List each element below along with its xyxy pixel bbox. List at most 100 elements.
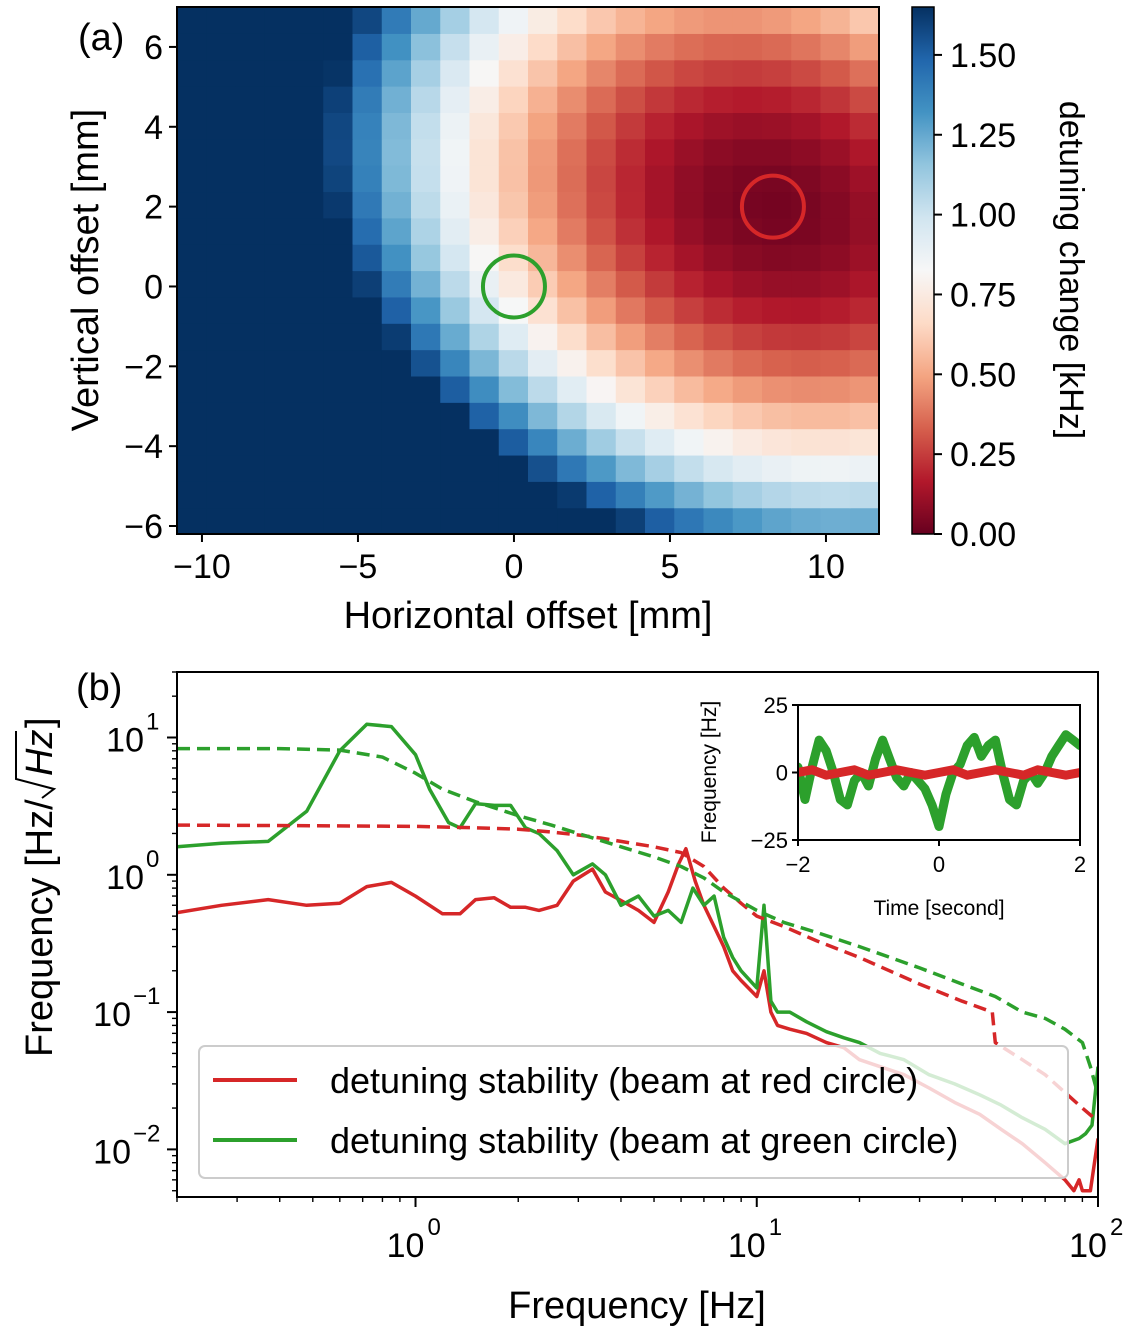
- heatmap-cell: [381, 402, 412, 430]
- heatmap-cell: [411, 244, 441, 272]
- heatmap-cell: [820, 191, 851, 219]
- heatmap-cell: [323, 507, 354, 535]
- spectrum-y-tick-exponent: −2: [133, 1120, 160, 1147]
- heatmap-cell: [264, 59, 295, 87]
- heatmap-cell: [381, 481, 412, 509]
- heatmap-cell: [645, 349, 675, 377]
- spectrum-x-tick-exponent: 2: [1110, 1214, 1123, 1241]
- heatmap-cell: [615, 33, 646, 61]
- heatmap-cell: [645, 165, 675, 193]
- heatmap-cell: [820, 454, 851, 482]
- heatmap-cell: [849, 138, 880, 166]
- heatmap-cell: [206, 33, 237, 61]
- heatmap-cell: [498, 375, 529, 403]
- heatmap-cell: [294, 270, 324, 298]
- spectrum-y-tick-label: 10: [93, 996, 131, 1034]
- heatmap-cell: [645, 507, 675, 535]
- heatmap-cell: [674, 191, 705, 219]
- heatmap-cell: [381, 112, 412, 140]
- heatmap-cell: [235, 349, 266, 377]
- legend: detuning stability (beam at red circle) …: [198, 1045, 1069, 1179]
- heatmap-cell: [381, 217, 412, 245]
- spectrum-y-label-sqrt: Hz: [19, 730, 61, 776]
- heatmap-cell: [381, 86, 412, 113]
- heatmap-cell: [323, 375, 354, 403]
- heatmap-cell: [674, 217, 705, 245]
- legend-green-label: detuning stability (beam at green circle…: [330, 1120, 958, 1161]
- heatmap-cell: [498, 217, 529, 245]
- heatmap-y-label: Vertical offset [mm]: [65, 109, 107, 431]
- heatmap-cell: [849, 349, 880, 377]
- heatmap-cell: [440, 428, 471, 456]
- heatmap-cell: [791, 86, 822, 113]
- heatmap-cell: [352, 244, 383, 272]
- heatmap-cell: [352, 481, 383, 509]
- heatmap-cell: [469, 7, 500, 34]
- heatmap-cell: [586, 112, 617, 140]
- heatmap-y-tick-label: −6: [124, 508, 163, 546]
- heatmap-cell: [732, 191, 763, 219]
- heatmap-cell: [762, 323, 792, 351]
- spectrum-x-tick-label: 10: [1069, 1227, 1107, 1265]
- heatmap-cell: [732, 323, 763, 351]
- heatmap-cell: [235, 323, 266, 351]
- heatmap-cell: [440, 138, 471, 166]
- heatmap-cell: [264, 191, 295, 219]
- heatmap-cell: [791, 244, 822, 272]
- heatmap-cell: [645, 402, 675, 430]
- heatmap-cell: [498, 270, 529, 298]
- heatmap-cell: [352, 402, 383, 430]
- heatmap-cell: [820, 349, 851, 377]
- heatmap-cell: [206, 191, 237, 219]
- heatmap-cell: [674, 296, 705, 324]
- sqrt-symbol: [15, 731, 57, 799]
- heatmap-cell: [645, 454, 675, 482]
- heatmap-cell: [352, 59, 383, 87]
- heatmap-cell: [294, 507, 324, 535]
- heatmap-cell: [469, 454, 500, 482]
- inset-x-tick-label: 2: [1074, 852, 1086, 877]
- heatmap-cell: [469, 375, 500, 403]
- heatmap-cell: [586, 191, 617, 219]
- heatmap-cell: [557, 191, 588, 219]
- heatmap-cell: [557, 59, 588, 87]
- colorbar-tick-label: 0.00: [950, 516, 1016, 554]
- heatmap-cell: [294, 33, 324, 61]
- heatmap-cell: [703, 59, 734, 87]
- heatmap-cell: [849, 244, 880, 272]
- heatmap-cell: [294, 375, 324, 403]
- heatmap-cell: [294, 86, 324, 113]
- heatmap-cell: [411, 454, 441, 482]
- heatmap-cell: [615, 507, 646, 535]
- heatmap-cell: [177, 402, 207, 430]
- heatmap-cell: [820, 217, 851, 245]
- heatmap-cell: [557, 86, 588, 113]
- heatmap-cell: [469, 481, 500, 509]
- heatmap-cell: [411, 7, 441, 34]
- heatmap-cell: [557, 454, 588, 482]
- heatmap-cell: [352, 138, 383, 166]
- heatmap-cell: [294, 138, 324, 166]
- heatmap-cell: [440, 244, 471, 272]
- heatmap-cell: [498, 138, 529, 166]
- heatmap-cell: [645, 7, 675, 34]
- heatmap-cell: [586, 375, 617, 403]
- heatmap-cell: [411, 481, 441, 509]
- heatmap-cell: [352, 454, 383, 482]
- heatmap-cell: [498, 86, 529, 113]
- heatmap-cell: [498, 349, 529, 377]
- heatmap-cell: [645, 244, 675, 272]
- heatmap-cell: [411, 165, 441, 193]
- heatmap-cell: [791, 112, 822, 140]
- heatmap-cell: [849, 191, 880, 219]
- heatmap-cell: [849, 375, 880, 403]
- heatmap-cell: [498, 33, 529, 61]
- heatmap-cell: [469, 165, 500, 193]
- heatmap-cell: [352, 428, 383, 456]
- heatmap-cell: [674, 112, 705, 140]
- inset-y-tick-label: 25: [764, 693, 788, 718]
- colorbar: [911, 6, 935, 535]
- heatmap-cell: [849, 402, 880, 430]
- heatmap-cell: [791, 296, 822, 324]
- heatmap-cell: [703, 507, 734, 535]
